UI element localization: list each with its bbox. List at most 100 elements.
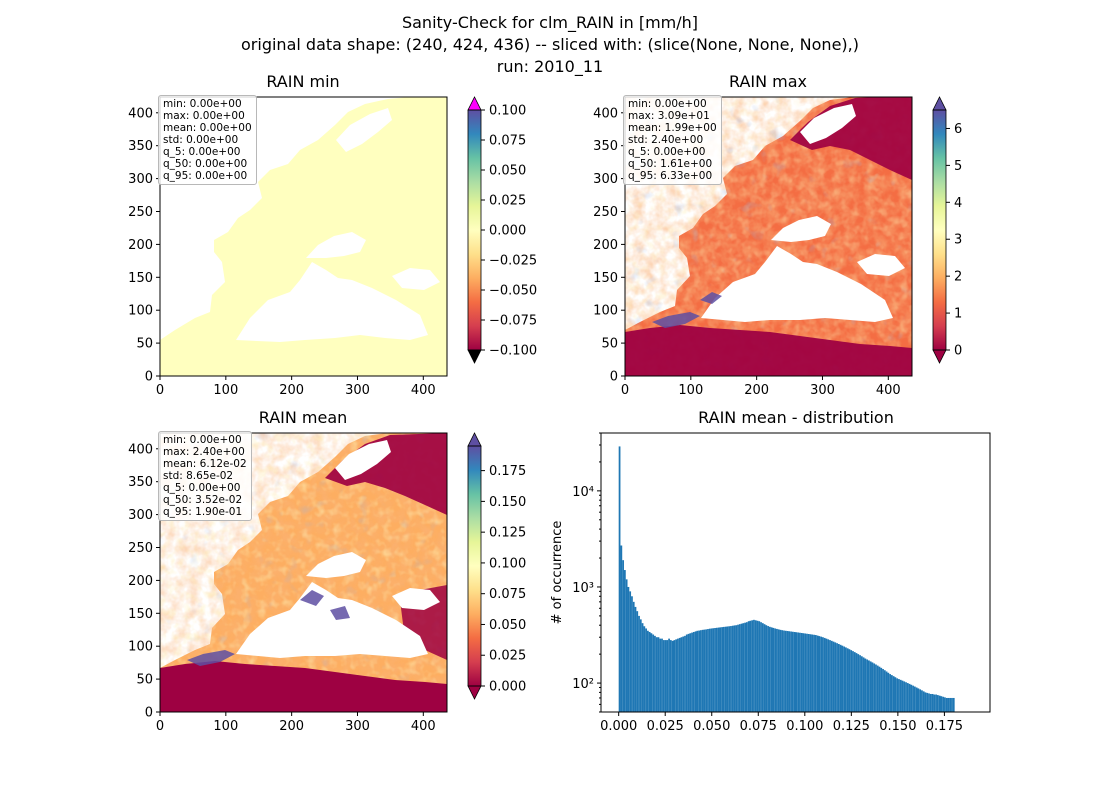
histogram-bar — [707, 629, 709, 712]
histogram-bar — [869, 661, 872, 712]
histogram-bar — [650, 633, 653, 712]
histogram-bar — [730, 626, 732, 712]
rain-max-colorbar-tick-label: 4 — [954, 196, 962, 211]
stat-line: q_50: 0.00e+00 — [163, 158, 248, 170]
stat-line: q_50: 1.61e+00 — [628, 158, 713, 170]
rain-min-colorbar-tick-label: −0.025 — [489, 254, 537, 269]
stat-line: min: 0.00e+00 — [628, 98, 707, 110]
stat-line: q_50: 3.52e-02 — [163, 494, 243, 506]
histogram-bar — [657, 637, 660, 712]
rain-max-ytick-label: 150 — [593, 271, 618, 286]
figure-title-line-1: Sanity-Check for clm_RAIN in [mm/h] — [401, 13, 699, 32]
histogram-bar — [768, 626, 771, 712]
histogram-bar — [623, 570, 626, 712]
histogram-bar — [705, 629, 708, 712]
stat-line: q_95: 0.00e+00 — [163, 170, 248, 182]
histogram-bar — [883, 670, 886, 712]
histogram-bar — [823, 637, 826, 712]
panel-title-rain-min: RAIN min — [266, 72, 340, 91]
rain-mean-xtick-label: 400 — [411, 719, 436, 734]
rain-max-coastal-band — [652, 292, 722, 328]
histogram-bar — [680, 637, 683, 712]
histogram-bar — [873, 663, 876, 712]
histogram-bar — [696, 630, 699, 712]
histogram-xtick-label: 0.050 — [693, 719, 730, 734]
histogram-bar — [737, 624, 739, 712]
rain-mean-colorbar-extend-top — [467, 432, 482, 447]
histogram-bar — [940, 696, 943, 712]
histogram-bar — [719, 627, 722, 712]
histogram-bar — [622, 560, 624, 712]
rain-min-ytick-label: 350 — [128, 139, 153, 154]
histogram-ytick-label: 10² — [572, 677, 594, 692]
rain-min-colorbar-tick-label: 0.025 — [489, 194, 526, 209]
histogram-bar — [668, 638, 670, 712]
histogram-bar — [721, 627, 724, 712]
histogram-bar — [786, 631, 789, 712]
histogram-bar — [754, 620, 757, 712]
rain-mean-colorbar-tick-label: 0.100 — [489, 556, 526, 571]
rain-mean-colorbar-tick-label: 0.125 — [489, 526, 526, 541]
histogram-bar — [947, 697, 950, 712]
rain-mean-xtick-label: 200 — [279, 719, 304, 734]
histogram-bar — [795, 632, 798, 712]
histogram-bar — [643, 626, 646, 712]
rain-min-frame — [159, 96, 448, 377]
rain-max-colorbar-tick-label: 1 — [954, 307, 962, 322]
stat-line: mean: 1.99e+00 — [628, 122, 717, 134]
histogram-bar — [951, 697, 953, 712]
rain-min-ytick-label: 100 — [128, 304, 153, 319]
histogram-bar — [767, 626, 769, 712]
panel-title-rain-mean-distribution: RAIN mean - distribution — [698, 408, 894, 427]
histogram-bar — [910, 684, 913, 712]
histogram-bar — [659, 638, 662, 712]
histogram-bar — [756, 620, 759, 712]
histogram-bar — [645, 628, 647, 712]
histogram-bar — [715, 627, 718, 712]
rain-max-xtick-label: 100 — [678, 383, 703, 398]
figure-title-line-2: original data shape: (240, 424, 436) -- … — [241, 35, 859, 54]
histogram-bar — [638, 615, 640, 712]
histogram-bar — [698, 630, 701, 712]
histogram-ytick-label: 10³ — [572, 581, 594, 596]
rain-max-ytick-label: 100 — [593, 304, 618, 319]
rain-mean-ytick-label: 100 — [128, 640, 153, 655]
histogram-bar — [952, 697, 955, 712]
histogram-bar — [625, 579, 628, 712]
histogram-bar — [735, 625, 738, 712]
histogram-bar — [926, 692, 929, 712]
rain-min-colorbar-tick-label: 0.075 — [489, 134, 526, 149]
panel-title-rain-mean: RAIN mean — [258, 408, 348, 427]
histogram-bar — [776, 628, 778, 712]
histogram-bar — [632, 601, 635, 712]
histogram-bar — [733, 625, 736, 712]
histogram-frame — [600, 432, 991, 713]
histogram-bar — [871, 662, 874, 712]
histogram-bar — [772, 627, 775, 712]
rain-max-ytick-label: 400 — [593, 106, 618, 121]
histogram-bar — [761, 623, 764, 712]
rain-mean-ytick-label: 400 — [128, 442, 153, 457]
rain-mean-stats-box: min: 0.00e+00 max: 2.40e+00 mean: 6.12e-… — [158, 431, 252, 521]
histogram-bar — [906, 683, 909, 712]
histogram-bar — [830, 640, 833, 712]
rain-mean-colorbar-tick-label: 0.075 — [489, 587, 526, 602]
histogram-bar — [701, 629, 704, 712]
figure-title-line-3: run: 2010_11 — [496, 57, 604, 76]
rain-mean-xtick-label: 100 — [213, 719, 238, 734]
histogram-bar — [936, 695, 939, 712]
histogram-bar — [875, 664, 877, 712]
histogram-bar — [915, 687, 918, 712]
histogram-bar — [929, 693, 932, 712]
histogram-bar — [912, 685, 914, 712]
rain-min-ytick-label: 50 — [136, 337, 153, 352]
histogram-bar — [784, 630, 787, 712]
histogram-bar — [816, 635, 819, 712]
histogram-bar — [853, 652, 856, 712]
histogram-bar — [770, 627, 773, 712]
histogram-bar — [931, 693, 934, 712]
histogram-bar — [885, 671, 888, 712]
rain-min-colorbar-tick-label: −0.100 — [489, 344, 537, 359]
histogram-bar — [790, 631, 792, 712]
histogram-bar — [694, 631, 697, 712]
